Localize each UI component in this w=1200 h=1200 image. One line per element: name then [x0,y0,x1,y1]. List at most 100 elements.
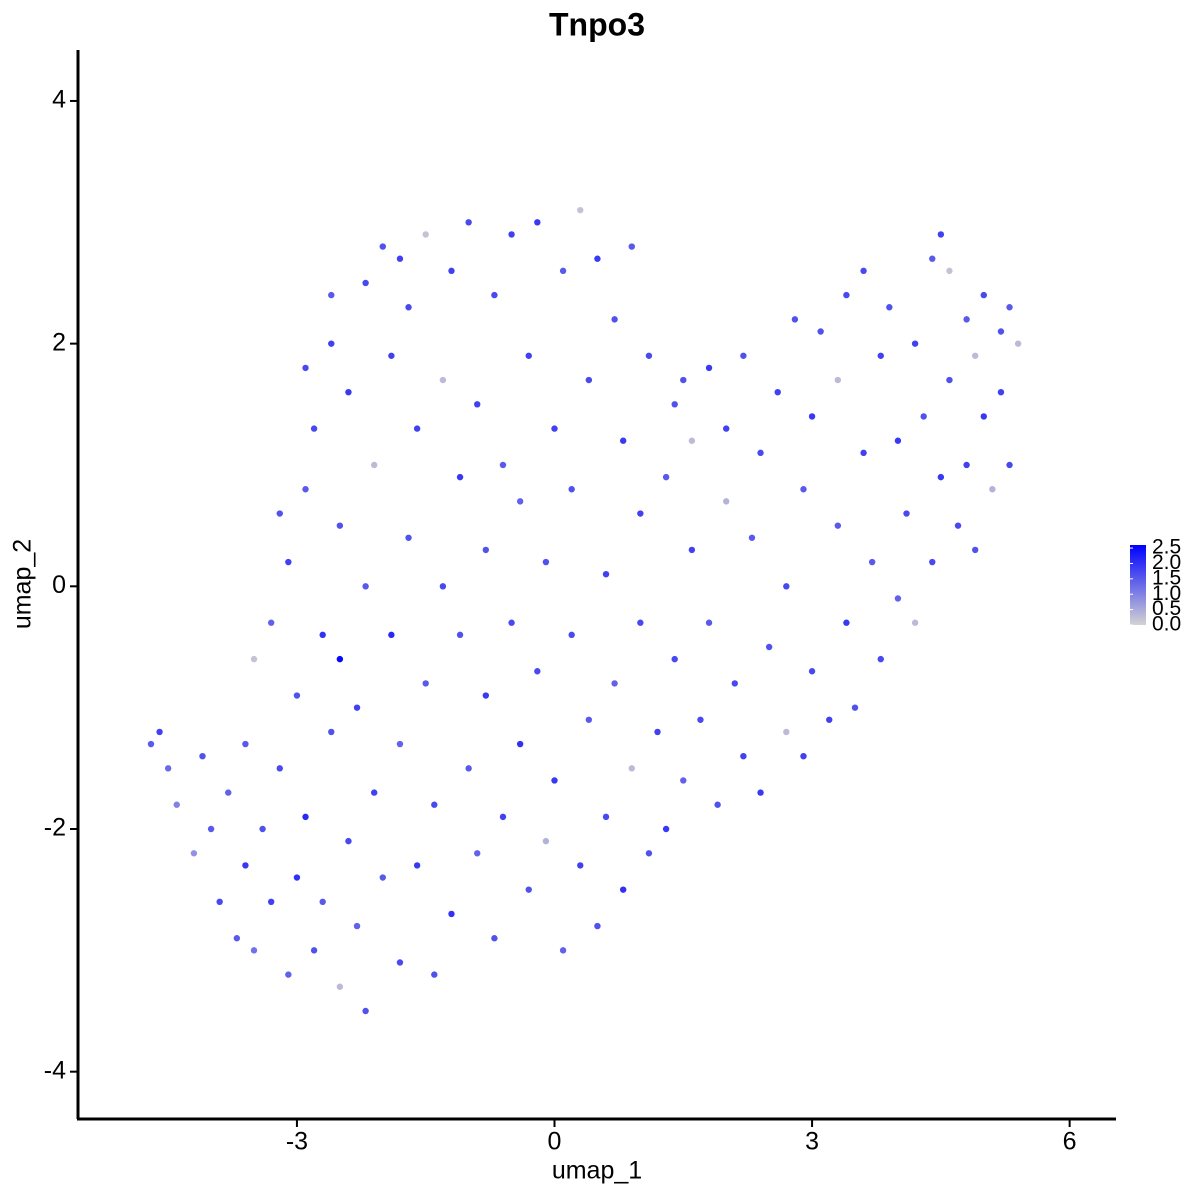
point [1006,461,1013,469]
point [302,364,309,372]
point [843,291,850,299]
point [774,388,781,396]
point [474,850,481,857]
x-tick-label: 3 [805,1128,819,1156]
point [963,316,970,323]
point [310,425,318,432]
colorbar-tick-label: 2.0 [1152,551,1181,574]
point [448,910,455,918]
point [911,340,919,347]
point [267,898,275,906]
point [748,534,756,541]
point [534,219,541,226]
point [431,801,438,808]
colorbar-tick-label: 0.5 [1152,597,1181,620]
point [499,813,507,821]
point [765,643,773,651]
point [276,765,283,772]
point [834,522,842,529]
point [697,716,704,723]
y-axis-label: umap_2 [9,539,37,629]
point [619,886,627,893]
point [534,668,541,675]
point [559,267,567,275]
point [199,752,206,760]
point [645,352,653,359]
point [259,825,266,833]
chart-title: Tnpo3 [549,6,645,42]
point [456,473,464,481]
point [190,850,198,857]
point [336,983,344,990]
point [903,510,910,517]
point [971,352,979,359]
point [379,874,386,881]
y-tick-label: 4 [52,86,66,114]
point [645,850,653,857]
point [731,680,738,687]
point [997,388,1005,396]
point [439,376,447,384]
point [971,546,979,554]
point [371,461,378,469]
point [868,558,876,566]
point [997,328,1005,335]
x-tick-label: 0 [548,1128,562,1156]
point [233,935,241,942]
point [328,728,335,736]
point [843,619,850,626]
point [911,619,919,626]
point [388,631,395,639]
point [723,425,730,432]
point [413,862,421,869]
point [886,304,893,311]
point [826,716,833,723]
point [551,777,558,784]
point [860,267,867,275]
point [448,267,455,275]
point [353,704,361,711]
point [542,558,550,566]
point [946,267,953,275]
point [946,376,953,384]
point [147,740,155,748]
point [242,740,249,748]
point [877,352,884,359]
point [680,376,687,384]
point [954,522,962,529]
point [688,546,696,554]
point [705,619,713,626]
point [396,740,404,748]
point [285,558,292,566]
point [585,716,593,723]
point [371,789,378,796]
point [362,279,369,287]
point [808,668,816,675]
colorbar-tick-label: 0.0 [1152,613,1181,636]
point [577,206,584,214]
point [551,425,558,432]
point [499,461,507,469]
colorbar-tick-label: 1.5 [1152,566,1181,589]
point [740,752,747,760]
point [757,449,764,457]
point [164,765,172,772]
point [757,789,764,796]
point [1006,304,1013,311]
point [963,461,970,469]
point [791,316,799,323]
colorbar-tick-label: 1.0 [1152,582,1181,605]
point [929,255,936,262]
point [293,874,301,881]
point [285,971,292,978]
point [594,255,601,262]
point [456,631,464,639]
point [405,534,412,541]
point [783,583,790,590]
point [817,328,824,335]
point [619,437,627,444]
point [422,680,429,687]
point [662,473,670,481]
point [328,291,335,299]
